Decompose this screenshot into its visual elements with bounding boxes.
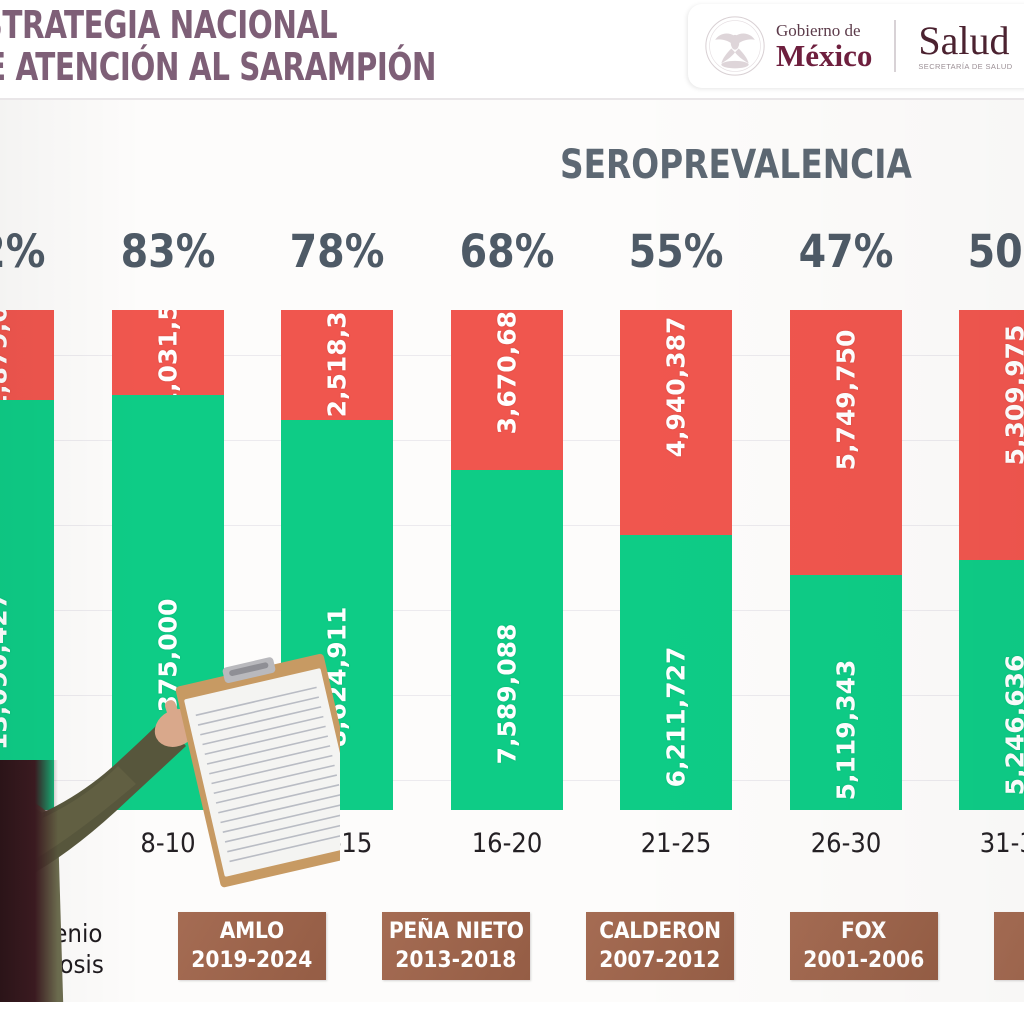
- gobierno-de-mexico-badge: Gobierno de México Salud SECRETARÍA DE S…: [688, 4, 1024, 88]
- stacked-bar-31-35[interactable]: 5,309,975 5,246,636: [959, 310, 1024, 810]
- sexenio-tag-partial: [994, 912, 1024, 980]
- x-axis-label-31-35: 31-35: [979, 828, 1024, 859]
- sexenio-tag-fox: FOX 2001-2006: [790, 912, 938, 980]
- sexenio-years: 2013-2018: [395, 948, 517, 973]
- bar-value-seronegativos-8-10: 1,031,569: [153, 310, 182, 395]
- bar-segment-seropositivos-21-25: 6,211,727: [620, 535, 732, 810]
- bar-value-seropositivos-16-20: 7,589,088: [492, 624, 521, 765]
- badge-divider: [894, 20, 897, 72]
- bar-value-seronegativos-16-20: 3,670,686: [492, 310, 521, 435]
- bar-value-seronegativos-5-7: 2,879,029: [0, 310, 13, 400]
- bar-value-seronegativos-11-15: 2,518,385: [322, 310, 352, 418]
- sexenio-tag-amlo: AMLO 2019-2024: [178, 912, 326, 980]
- seroprevalence-percent-26-30: 47%: [798, 225, 893, 278]
- x-axis-label-16-20: 16-20: [471, 828, 542, 859]
- sexenio-years: 2007-2012: [599, 948, 721, 973]
- secretaria-de-salud-label: SECRETARÍA DE SALUD: [918, 62, 1013, 72]
- bar-segment-seronegativos-8-10: 1,031,569: [111, 310, 224, 395]
- sexenio-name: AMLO: [219, 919, 285, 944]
- gobierno-text: Gobierno de México: [776, 22, 872, 71]
- bar-segment-seronegativos-5-7: 2,879,029: [0, 310, 54, 400]
- stacked-bar-16-20[interactable]: 3,670,686 7,589,088: [450, 310, 563, 810]
- salud-logo: Salud SECRETARÍA DE SALUD: [918, 21, 1012, 71]
- sexenio-name: CALDERON: [599, 919, 721, 944]
- seroprevalence-percent-31-35: 50%: [967, 225, 1024, 278]
- podium-shadow: [0, 760, 58, 1024]
- salud-label: Salud: [918, 18, 1010, 64]
- slide-title-line-2: DE ATENCIÓN AL SARAMPIÓN: [0, 45, 437, 89]
- x-axis-label-26-30: 26-30: [810, 828, 881, 859]
- bar-value-seropositivos-21-25: 6,211,727: [661, 646, 691, 787]
- bar-value-seropositivos-26-30: 5,119,343: [831, 659, 860, 801]
- clipboard: [175, 653, 340, 888]
- sexenio-name: PEÑA NIETO: [388, 919, 524, 944]
- stacked-bar-5-7[interactable]: 2,879,029 13,090,427: [0, 310, 54, 810]
- bar-segment-seropositivos-16-20: 7,589,088: [450, 470, 563, 810]
- x-axis-label-21-25: 21-25: [640, 828, 712, 859]
- bar-value-seronegativos-26-30: 5,749,750: [831, 329, 860, 471]
- seroprevalence-percent-8-10: 83%: [120, 225, 215, 278]
- bar-value-seronegativos-31-35: 5,309,975: [1000, 324, 1024, 466]
- bar-segment-seronegativos-26-30: 5,749,750: [789, 310, 902, 575]
- bar-value-seropositivos-31-35: 5,246,636: [1000, 654, 1024, 796]
- bar-segment-seronegativos-16-20: 3,670,686: [450, 310, 563, 470]
- seroprevalence-percent-5-7: 82%: [0, 225, 46, 278]
- sexenio-tag-peña-nieto: PEÑA NIETO 2013-2018: [382, 912, 530, 980]
- bar-segment-seronegativos-31-35: 5,309,975: [959, 310, 1024, 560]
- sexenio-years: 2001-2006: [803, 948, 925, 973]
- slide-header: ESTRATEGIA NACIONAL DE ATENCIÓN AL SARAM…: [0, 0, 1024, 100]
- seroprevalence-percent-16-20: 68%: [459, 225, 554, 278]
- seroprevalence-percent-11-15: 78%: [289, 225, 385, 278]
- sexenio-name: FOX: [841, 919, 887, 944]
- bar-segment-seropositivos-26-30: 5,119,343: [789, 575, 902, 810]
- stacked-bar-chart: 2,879,029 13,090,427 1,031,569 5,375,000 2,5…: [0, 225, 1024, 810]
- stacked-bar-21-25[interactable]: 4,940,387 6,211,727: [620, 310, 732, 810]
- mexico-label: México: [776, 37, 873, 73]
- bar-value-seronegativos-21-25: 4,940,387: [661, 316, 691, 457]
- bar-segment-seropositivos-31-35: 5,246,636: [959, 560, 1024, 810]
- x-axis-label-8-10: 8-10: [139, 828, 196, 859]
- slide-title: ESTRATEGIA NACIONAL DE ATENCIÓN AL SARAM…: [0, 3, 437, 89]
- stacked-bar-26-30[interactable]: 5,749,750 5,119,343: [789, 310, 902, 810]
- chart-heading: SEROPREVALENCIA: [560, 142, 912, 188]
- bar-segment-seronegativos-11-15: 2,518,385: [281, 310, 393, 420]
- slide-title-line-1: ESTRATEGIA NACIONAL: [0, 3, 338, 47]
- sexenio-years: 2019-2024: [191, 948, 313, 973]
- gobierno-de-label: Gobierno de: [776, 20, 861, 40]
- sexenio-tag-calderon: CALDERON 2007-2012: [586, 912, 734, 980]
- bar-segment-seronegativos-21-25: 4,940,387: [620, 310, 732, 535]
- seroprevalence-percent-21-25: 55%: [628, 225, 724, 278]
- mexico-eagle-seal-icon: [705, 16, 765, 76]
- bar-segment-seropositivos-5-7: 13,090,427: [0, 400, 54, 810]
- bottom-strip: [0, 1002, 1024, 1024]
